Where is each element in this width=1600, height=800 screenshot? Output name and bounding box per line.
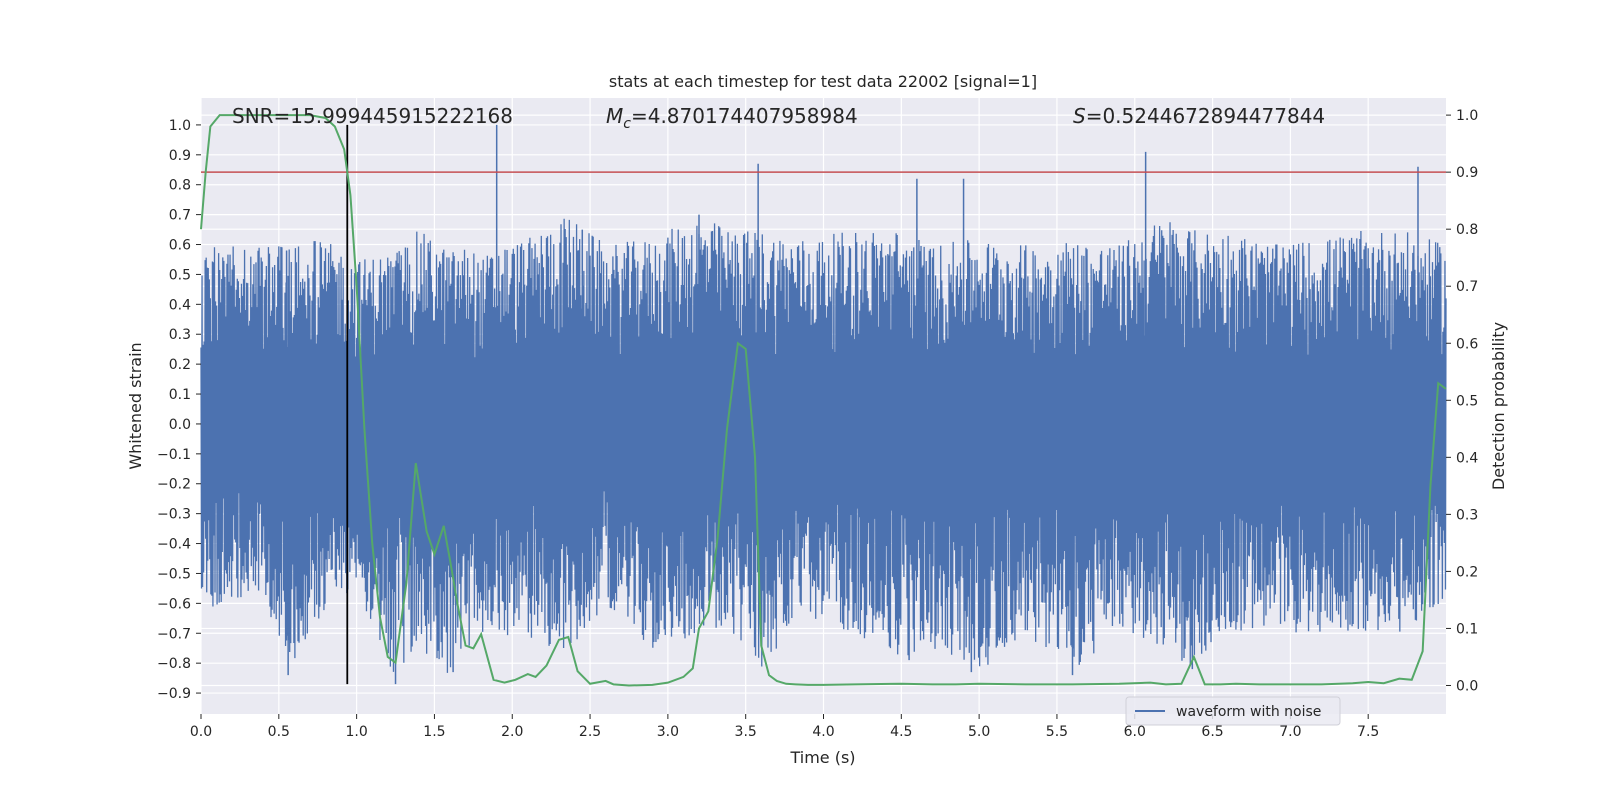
waveform-line [200,218,1447,673]
y-axis-label-right: Detection probability [1489,322,1508,490]
chart-title: stats at each timestep for test data 220… [609,72,1037,91]
detection-probability-line [200,114,1447,687]
y-left-tick-label: 0.8 [169,178,191,194]
x-tick-label: 3.0 [657,724,679,740]
y-left-tick-label: 0.0 [169,417,191,433]
x-axis-label: Time (s) [789,748,855,767]
y-right-tick-label: 0.2 [1456,564,1478,580]
s-value: =0.5244672894477844 [1086,104,1325,128]
s-symbol: S [1073,104,1086,128]
y-left-tick-label: −0.8 [157,656,191,672]
y-right-tick-label: 0.6 [1456,336,1478,352]
legend: waveform with noise [1125,696,1341,726]
x-tick-label: 7.0 [1279,724,1301,740]
y-left-tick-label: −0.6 [157,596,191,612]
y-right-tick-label: 0.1 [1456,621,1478,637]
x-tick-label: 1.5 [423,724,445,740]
x-tick-label: 3.5 [735,724,757,740]
y-left-tick-label: −0.5 [157,566,191,582]
waveform-peaks [285,124,1419,685]
x-tick-label: 4.0 [812,724,834,740]
y-right-tick-label: 0.0 [1456,678,1478,694]
mc-symbol: M [606,104,623,128]
y-left-tick-label: −0.2 [157,477,191,493]
x-tick-label: 5.0 [968,724,990,740]
x-tick-label: 1.0 [345,724,367,740]
snr-annotation: SNR=15.999445915222168 [232,104,513,128]
y-right-tick-label: 0.5 [1456,393,1478,409]
y-left-tick-label: 0.6 [169,238,191,254]
x-tick-label: 0.5 [268,724,290,740]
score-annotation: S=0.5244672894477844 [1073,104,1325,128]
y-left-tick-label: 0.9 [169,148,191,164]
y-right-tick-label: 1.0 [1456,108,1478,124]
y-left-tick-label: −0.3 [157,507,191,523]
x-tick-label: 6.0 [1124,724,1146,740]
legend-box [1125,696,1341,726]
legend-label-waveform: waveform with noise [1176,704,1321,720]
y-right-tick-label: 0.4 [1456,450,1478,466]
y-left-tick-label: 0.5 [169,267,191,283]
y-left-tick-label: 1.0 [169,118,191,134]
waveform-series [200,124,1447,685]
x-tick-label: 6.5 [1201,724,1223,740]
chirp-mass-annotation: Mc=4.870174407958984 [606,104,858,132]
x-tick-label: 0.0 [190,724,212,740]
y-right-tick-label: 0.8 [1456,222,1478,238]
y-left-tick-label: 0.4 [169,297,191,313]
y-left-tick-label: 0.2 [169,357,191,373]
mc-subscript: c [623,116,631,132]
y-left-tick-label: −0.4 [157,537,191,553]
x-tick-label: 2.5 [579,724,601,740]
x-tick-label: 4.5 [890,724,912,740]
y-left-tick-label: 0.3 [169,327,191,343]
y-right-tick-label: 0.9 [1456,165,1478,181]
ticks: 0.0 0.5 1.0 1.5 2.0 2.5 3.0 3.5 4.0 4.5 5.0 5.5 6.0 6… [157,108,1478,740]
y-left-tick-label: 0.1 [169,387,191,403]
x-tick-label: 5.5 [1046,724,1068,740]
y-left-tick-label: 0.7 [169,208,191,224]
y-right-tick-label: 0.7 [1456,279,1478,295]
y-right-tick-label: 0.3 [1456,507,1478,523]
overlay-lines [200,114,1447,687]
y-left-tick-label: −0.1 [157,447,191,463]
y-axis-label-left: Whitened strain [126,342,145,469]
x-tick-label: 7.5 [1357,724,1379,740]
y-left-tick-label: −0.7 [157,626,191,642]
mc-value: =4.870174407958984 [631,104,858,128]
x-tick-label: 2.0 [501,724,523,740]
y-left-tick-label: −0.9 [157,686,191,702]
